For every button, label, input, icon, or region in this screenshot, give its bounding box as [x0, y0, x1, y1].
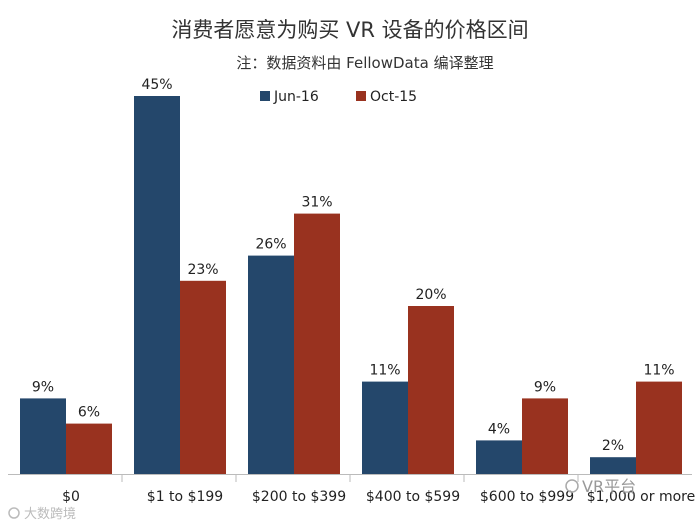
bar-oct-15-3 [408, 306, 454, 474]
legend-swatch-jun-16 [260, 91, 270, 101]
bar-jun-16-4 [476, 440, 522, 474]
data-label-jun-16-1: 45% [141, 77, 172, 93]
data-labels-group: 9% 6% 45% 23% 26% 31% 11% 20% 4% 9% 2% 11% [32, 77, 675, 454]
x-tick-label-2: $200 to $399 [252, 489, 346, 505]
x-tick-label-1: $1 to $199 [147, 489, 223, 505]
watermark-left: 大数跨境 [8, 507, 76, 522]
bar-jun-16-1 [134, 96, 180, 474]
x-tick-label-3: $400 to $599 [366, 489, 460, 505]
chart-subtitle: 注：数据资料由 FellowData 编译整理 [236, 54, 493, 72]
bar-jun-16-0 [20, 398, 66, 474]
data-label-oct-15-1: 23% [187, 262, 218, 278]
bar-jun-16-5 [590, 457, 636, 474]
bar-jun-16-3 [362, 381, 408, 474]
data-label-jun-16-4: 4% [488, 421, 510, 437]
legend: Jun-16 Oct-15 [260, 89, 417, 105]
data-label-oct-15-4: 9% [534, 379, 556, 395]
chart-title: 消费者愿意为购买 VR 设备的价格区间 [171, 18, 528, 42]
data-label-jun-16-2: 26% [255, 237, 286, 253]
x-tick-label-4: $600 to $999 [480, 489, 574, 505]
watermark-right-text: VR平台 [582, 477, 636, 496]
data-label-oct-15-0: 6% [78, 405, 100, 421]
bar-oct-15-0 [66, 423, 112, 474]
bar-oct-15-2 [294, 213, 340, 474]
x-axis: $0 $1 to $199 $200 to $399 $400 to $599 $600… [8, 474, 695, 505]
data-label-oct-15-5: 11% [643, 363, 674, 379]
data-label-jun-16-3: 11% [369, 363, 400, 379]
data-label-oct-15-3: 20% [415, 287, 446, 303]
legend-label-oct-15: Oct-15 [370, 89, 417, 105]
legend-swatch-oct-15 [356, 91, 366, 101]
watermark-right-icon [565, 479, 579, 493]
bar-oct-15-1 [180, 280, 226, 474]
bar-oct-15-5 [636, 381, 682, 474]
watermark-left-text: 大数跨境 [24, 507, 76, 522]
bar-jun-16-2 [248, 255, 294, 474]
bars-group [20, 96, 682, 474]
x-tick-label-0: $0 [62, 489, 80, 505]
data-label-jun-16-5: 2% [602, 438, 624, 454]
x-tick-label-5: $1,000 or more [587, 489, 695, 505]
data-label-oct-15-2: 31% [301, 195, 332, 211]
data-label-jun-16-0: 9% [32, 379, 54, 395]
bar-oct-15-4 [522, 398, 568, 474]
watermark-right: VR平台 [565, 477, 636, 496]
legend-label-jun-16: Jun-16 [273, 89, 319, 105]
watermark-left-icon [8, 507, 20, 519]
